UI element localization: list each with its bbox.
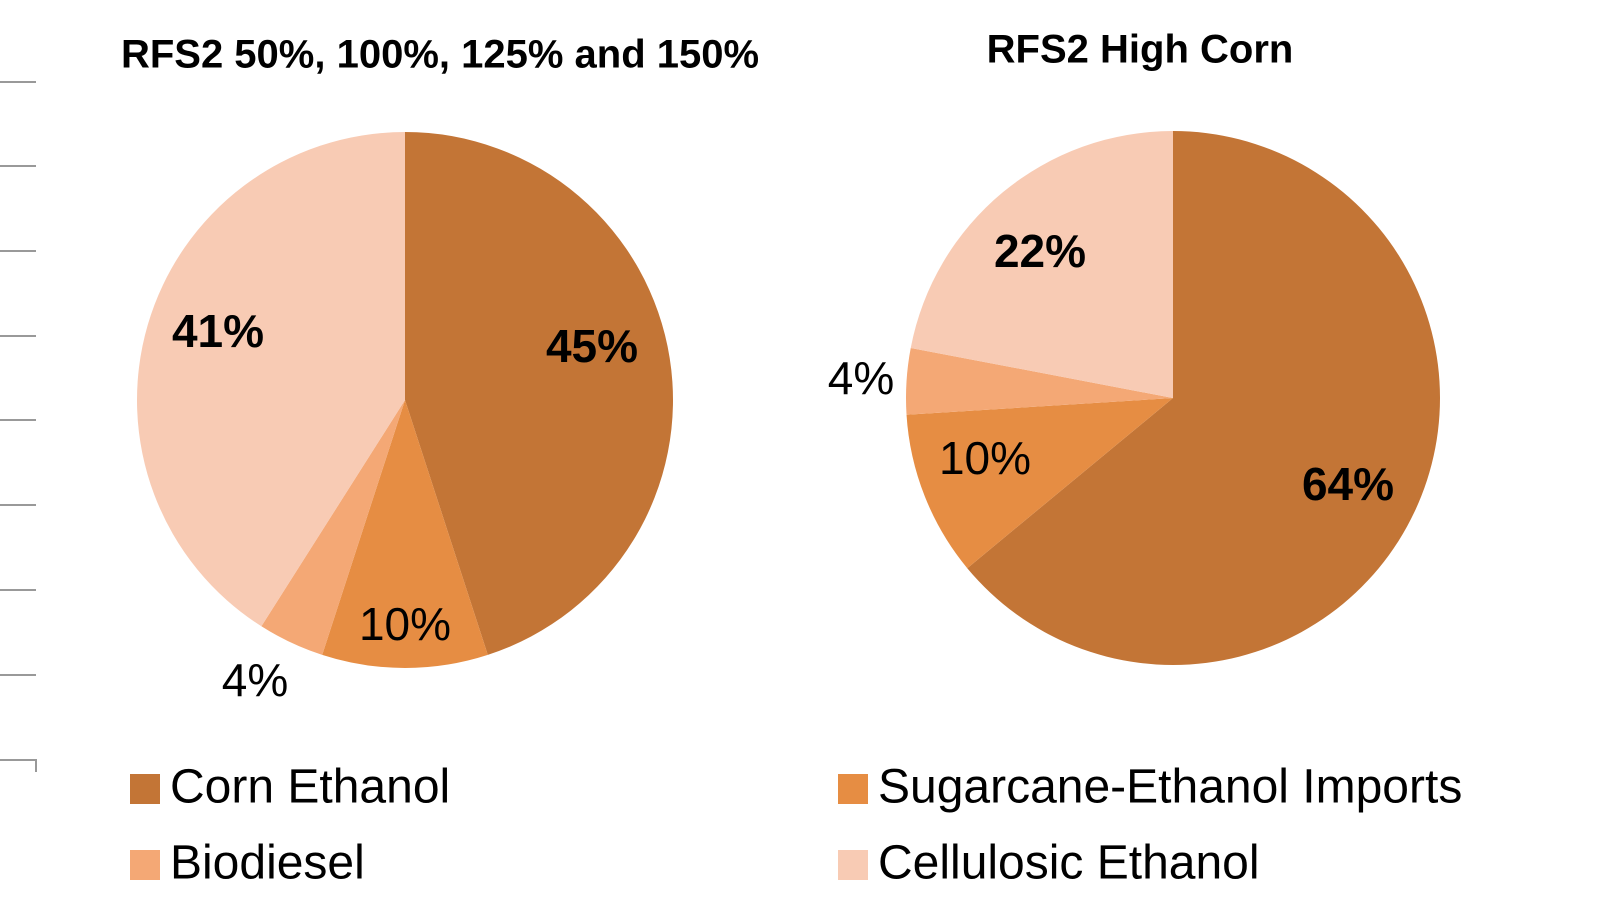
data-label: 4% <box>828 352 894 404</box>
pie-slice <box>905 347 1173 415</box>
legend-swatch <box>838 850 868 880</box>
edge-decoration <box>0 81 37 772</box>
pie-slice <box>322 400 488 668</box>
data-label: 22% <box>994 225 1086 277</box>
pie-slice <box>405 132 673 655</box>
legend-swatch <box>130 850 160 880</box>
legend-label: Sugarcane-Ethanol Imports <box>878 761 1462 814</box>
data-label: 45% <box>546 320 638 372</box>
pie-slice <box>910 131 1173 398</box>
pie-slice <box>137 132 405 627</box>
legend-label: Biodiesel <box>170 837 365 890</box>
data-label: 4% <box>222 654 288 706</box>
legend-swatch <box>838 774 868 804</box>
data-label: 64% <box>1302 458 1394 510</box>
pie-slice <box>967 131 1440 665</box>
pie-slice <box>906 398 1173 569</box>
chart-title: RFS2 50%, 100%, 125% and 150% <box>121 33 759 77</box>
legend-label: Cellulosic Ethanol <box>878 837 1260 890</box>
data-label: 10% <box>939 432 1031 484</box>
data-label: 41% <box>172 305 264 357</box>
pie-slice <box>261 400 405 655</box>
data-label: 10% <box>359 598 451 650</box>
legend-swatch <box>130 774 160 804</box>
chart-title: RFS2 High Corn <box>987 28 1294 72</box>
legend-label: Corn Ethanol <box>170 761 450 814</box>
